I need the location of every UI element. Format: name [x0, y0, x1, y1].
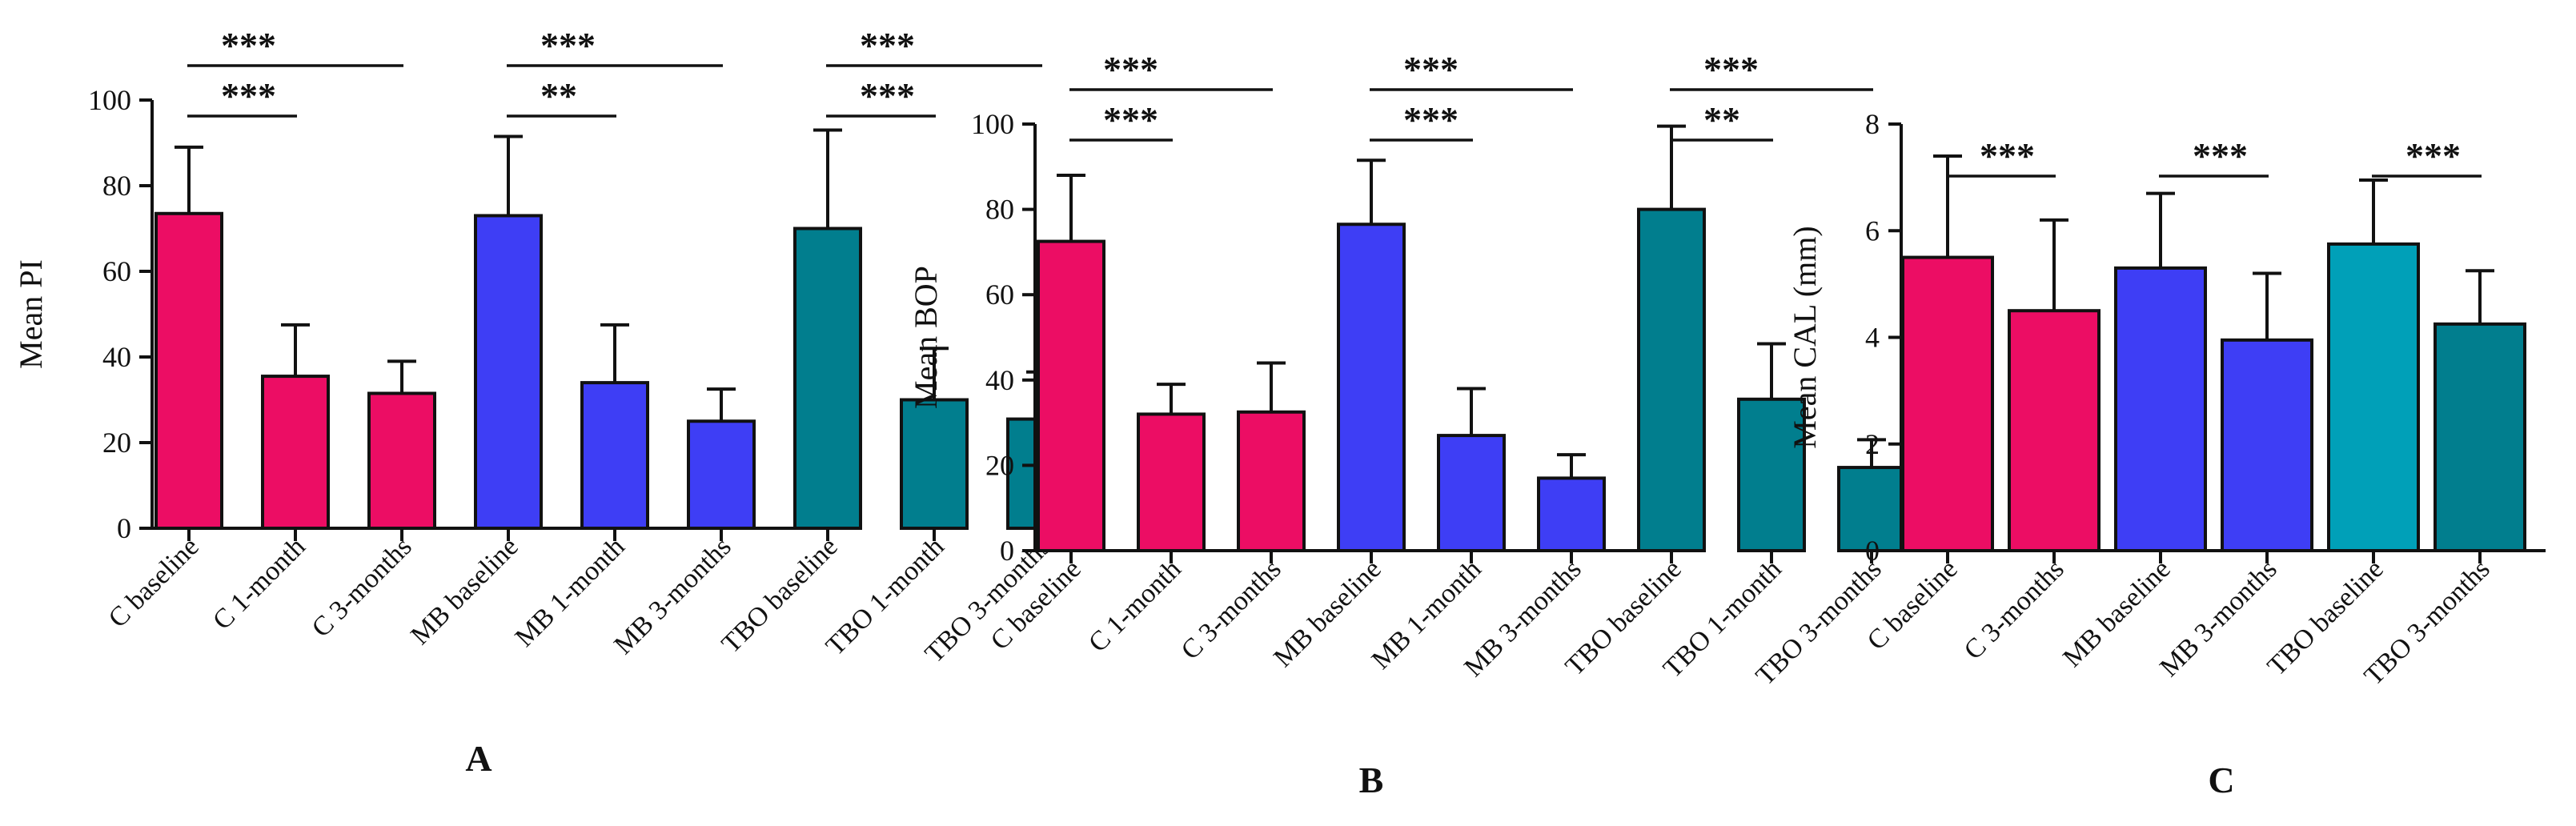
panel-a-y-tick-label: 40: [102, 341, 131, 373]
panel-b-significance-label: ***: [1403, 49, 1459, 90]
panel-c-significance-label: ***: [2405, 135, 2461, 176]
panel-c-bar: [1901, 255, 1994, 552]
panel-a-bar: [154, 211, 223, 530]
panel-c-y-tick-label: 0: [1865, 535, 1880, 567]
panel-a-significance-label: ***: [221, 25, 276, 66]
panel-a-y-axis-label: Mean PI: [13, 259, 49, 369]
panel-a-bar: [793, 227, 862, 530]
panel-c-y-axis-label: Mean CAL (mm): [1787, 226, 1823, 448]
panel-b-bar: [1437, 434, 1506, 553]
panel-b-significance-label: **: [1703, 99, 1740, 140]
panel-a-y-tick-label: 100: [88, 84, 131, 116]
panel-a-category-label: C baseline: [103, 531, 205, 633]
panel-c-y-tick-label: 2: [1865, 428, 1880, 460]
panel-a-significance-label: ***: [860, 75, 915, 116]
panel-a-category-label: MB baseline: [405, 531, 524, 650]
panel-a-bar: [261, 375, 330, 531]
panel-b-category-label: C 1-month: [1083, 554, 1187, 658]
panel-a-significance-label: **: [540, 75, 577, 116]
panel-c-y-tick-label: 8: [1865, 108, 1880, 140]
panel-a-category-label: C 3-months: [307, 531, 418, 643]
panel-b-label: B: [1359, 760, 1384, 800]
panel-a-significance-label: ***: [221, 75, 276, 116]
panel-b-y-tick-label: 0: [1000, 535, 1014, 567]
panel-c-bar: [2327, 242, 2420, 552]
panel-c-bar: [2114, 266, 2207, 552]
panel-b-y-tick-label: 60: [985, 279, 1014, 311]
panel-a-y-tick-label: 0: [117, 512, 131, 544]
panel-c-bar: [2008, 309, 2101, 552]
panel-b-bar: [1337, 223, 1406, 552]
panel-a-significance-label: ***: [540, 25, 596, 66]
panel-a-significance-label: ***: [860, 25, 915, 66]
panel-b-significance-label: ***: [1703, 49, 1759, 90]
panel-b-y-tick-label: 40: [985, 364, 1014, 396]
panel-b-y-axis-label: Mean BOP: [908, 266, 944, 409]
panel-a-bar: [687, 419, 756, 530]
panel-b-bar: [1837, 466, 1906, 552]
panel-b-significance-label: ***: [1103, 49, 1158, 90]
panel-b-significance-label: ***: [1403, 99, 1459, 140]
panel-c-category-label: MB baseline: [2057, 554, 2176, 672]
panel-b-y-tick-label: 20: [985, 449, 1014, 481]
panel-b-bar: [1537, 476, 1606, 553]
panel-c-y-tick-label: 6: [1865, 215, 1880, 247]
panel-c-significance-label: ***: [2193, 135, 2248, 176]
panel-b-bar: [1737, 397, 1806, 552]
panel-b-bar: [1137, 412, 1206, 552]
panel-c-label: C: [2208, 760, 2234, 800]
panel-a-bar: [580, 381, 649, 530]
panel-a-y-tick-label: 80: [102, 170, 131, 202]
panel-b-bar: [1237, 410, 1306, 553]
panel-c-category-label: C 3-months: [1959, 554, 2070, 665]
panel-b-y-tick-label: 80: [985, 194, 1014, 226]
panel-b-category-label: C 3-months: [1176, 554, 1287, 665]
panel-a-bar: [474, 214, 543, 530]
panel-a-y-tick-label: 60: [102, 255, 131, 287]
panel-c-bar: [2221, 338, 2313, 552]
panel-a-bar: [900, 398, 969, 530]
panel-c-significance-label: ***: [1980, 135, 2035, 176]
panel-c-bar: [2434, 322, 2526, 552]
panel-b-bar: [1037, 239, 1105, 552]
panel-a-category-label: C 1-month: [207, 531, 311, 636]
panel-b-y-tick-label: 100: [971, 108, 1014, 140]
panel-b-significance-label: ***: [1103, 99, 1158, 140]
panel-a-bar: [367, 391, 436, 530]
panel-b-bar: [1637, 207, 1706, 552]
panel-a-label: A: [465, 738, 492, 779]
panel-a-y-tick-label: 20: [102, 427, 131, 459]
panel-c-y-tick-label: 4: [1865, 322, 1880, 354]
